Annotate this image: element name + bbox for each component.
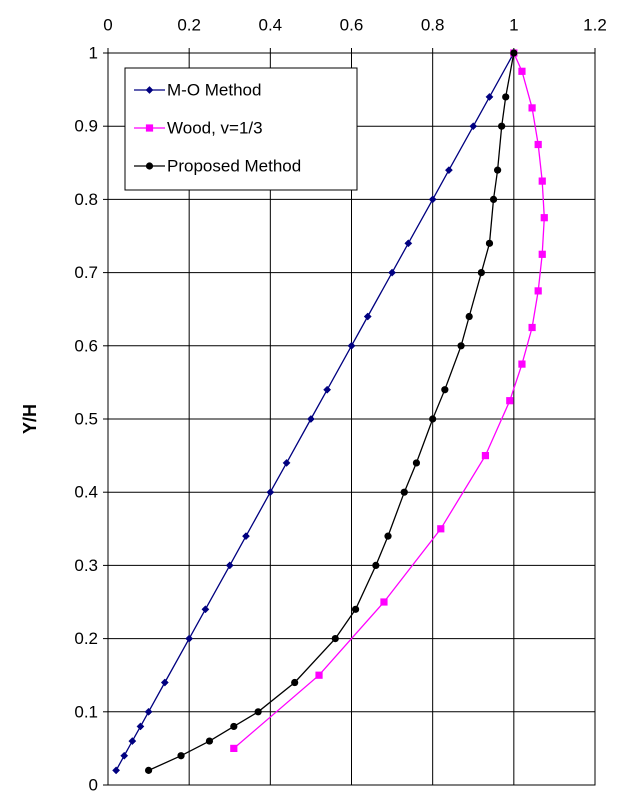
data-point [205,737,214,745]
data-point [291,678,299,687]
data-point [230,744,238,752]
data-point [323,385,332,394]
data-point [540,214,548,222]
data-point [266,488,275,497]
data-point [201,605,210,614]
y-tick-label: 0.9 [74,117,98,136]
legend-marker [145,124,154,132]
legend: M-O Method Wood, v=1/3 Proposed Method [124,67,358,191]
data-point [510,49,518,57]
y-axis-ticks: 0 0.1 0.2 0.3 0.4 0.5 0.6 0.7 0.8 0.9 1 [74,44,108,795]
data-point [225,561,234,570]
series-layer [112,49,548,775]
data-point [538,177,546,185]
y-tick-label: 0.5 [74,410,98,429]
data-point [128,737,137,746]
data-point [428,195,437,204]
legend-box [124,67,358,191]
data-point [518,360,526,368]
data-point [404,239,413,248]
data-point [185,634,194,643]
data-point [457,342,465,350]
data-point [144,707,153,716]
x-tick-label: 0.6 [340,16,364,35]
data-point [481,452,490,460]
legend-label: Wood, v=1/3 [167,119,263,138]
data-point [372,561,380,570]
x-tick-label: 0.2 [177,16,201,35]
x-tick-label: 1.2 [583,16,607,35]
data-point [518,67,526,75]
x-tick-label: 1 [509,16,518,35]
data-point [112,766,121,775]
data-point [315,671,323,679]
data-point [412,459,421,467]
data-point [469,122,478,131]
data-point [534,140,542,149]
data-point [494,166,502,174]
data-point [347,341,356,350]
data-point [437,525,445,533]
x-axis-ticks: 0 0.2 0.4 0.6 0.8 1 1.2 [103,16,607,53]
legend-marker [145,162,154,170]
data-point [363,312,372,321]
data-point [498,122,506,130]
data-point [230,722,238,731]
data-point [254,708,262,716]
data-point [384,532,392,540]
data-point [429,415,437,423]
data-point [528,323,536,332]
data-point [400,488,408,496]
data-point [485,239,494,247]
y-tick-label: 0.8 [74,190,98,209]
data-point [351,605,360,613]
legend-item: M-O Method [134,81,261,100]
data-point [506,397,514,405]
y-tick-label: 0.7 [74,263,98,282]
y-tick-label: 1 [89,44,98,63]
data-point [534,287,542,295]
y-tick-label: 0.6 [74,336,98,355]
y-tick-label: 0.1 [74,702,98,721]
data-point [465,312,473,321]
data-point [136,722,145,731]
data-point [444,166,453,175]
legend-label: Proposed Method [167,157,301,176]
legend-label: M-O Method [167,81,261,100]
data-point [538,250,546,258]
data-point [528,104,536,112]
legend-item: Wood, v=1/3 [134,119,263,138]
data-point [177,752,185,760]
x-tick-label: 0.4 [259,16,283,35]
x-tick-label: 0 [103,16,112,35]
data-point [306,415,315,423]
data-point [477,269,485,277]
data-point [388,268,397,277]
series-line [233,52,545,749]
series-2 [144,49,518,774]
data-point [380,598,388,606]
data-point [489,195,498,203]
data-point [144,766,153,774]
data-point [441,386,449,394]
x-tick-label: 0.8 [421,16,445,35]
y-tick-label: 0.2 [74,629,98,648]
y-axis-title: Y/H [20,404,40,434]
legend-item: Proposed Method [134,157,301,176]
data-point [120,751,129,760]
data-point [242,532,250,541]
data-point [331,635,339,643]
data-point [282,458,291,467]
data-point [485,92,494,101]
data-point [502,93,510,101]
y-tick-label: 0.4 [74,483,98,502]
data-point [160,678,169,687]
y-tick-label: 0 [89,776,98,792]
y-tick-label: 0.3 [74,556,98,575]
legend-marker [145,86,154,94]
